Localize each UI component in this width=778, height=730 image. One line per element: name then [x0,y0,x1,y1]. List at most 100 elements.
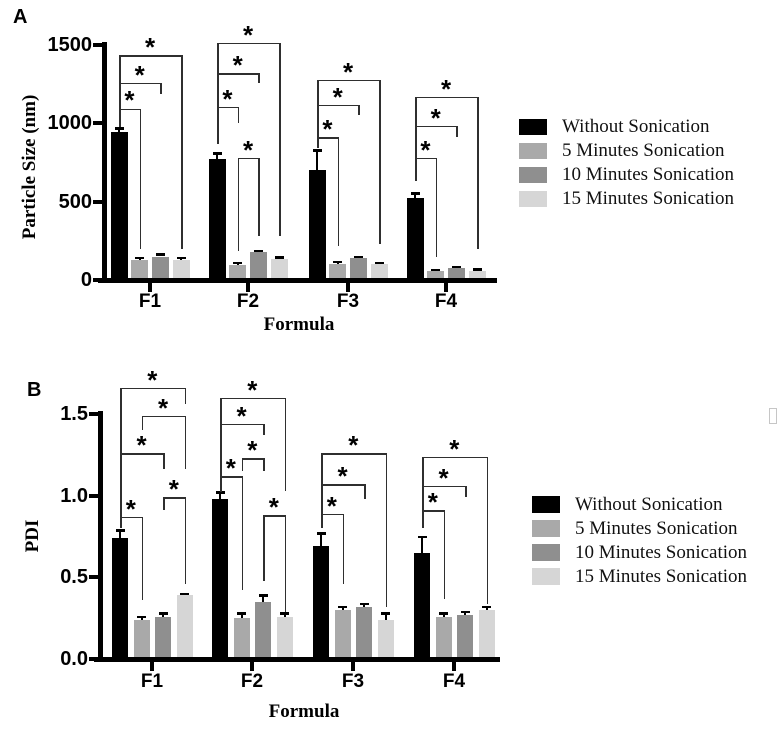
error-bar-cap [472,268,482,271]
error-bar-cap [374,261,384,265]
error-bar-cap [137,615,146,618]
sig-bracket-leg [422,456,424,529]
y-tick-label: 0.5 [60,566,88,589]
error-bar-stem [442,613,445,617]
legend-label: 10 Minutes Sonication [562,164,735,185]
significance-star: * [322,114,333,145]
bar [478,610,495,660]
x-tick-label: F4 [434,291,458,312]
sig-bracket-bar [415,96,479,99]
sig-bracket-bar [321,484,366,486]
error-bar-stem [162,613,164,617]
error-bar-cap [338,605,347,609]
sig-bracket-bar [163,497,186,499]
significance-star: * [236,400,247,431]
x-tick [150,662,154,671]
axis-x-baseline [98,278,497,283]
error-bar-stem [216,153,218,160]
error-bar-cap [451,265,461,268]
significance-star: * [247,374,258,405]
legend-swatch [532,544,560,561]
bar [406,197,424,283]
y-tick [93,121,102,126]
y-axis-title: Particle Size (nm) [19,94,40,240]
bar [229,265,247,282]
sig-bracket-leg [317,79,319,148]
bar [151,256,169,282]
sig-bracket-bar [263,515,286,517]
significance-star: * [232,50,243,81]
bar [110,132,128,283]
x-tick-label: F2 [240,671,264,692]
sig-bracket-bar [317,104,360,107]
sig-bracket-leg [435,157,438,258]
significance-star: * [348,430,359,461]
legend-swatch [519,191,547,207]
sig-bracket-leg [379,79,381,244]
screenshot-edge-artifact [769,408,777,424]
error-bar-cap [439,612,448,615]
x-tick [444,283,448,292]
x-tick-label: F1 [138,291,162,312]
x-axis-title: Formula [263,314,335,335]
sig-bracket-leg [321,453,323,529]
sig-bracket-leg [160,82,162,95]
x-axis-title: Formula [268,701,340,722]
sig-bracket-bar [415,125,458,128]
error-bar-cap [417,535,427,538]
sig-bracket-leg [184,415,187,470]
bar [377,619,394,660]
error-bar-cap [237,612,246,615]
sig-bracket-leg [241,476,244,591]
y-tick [93,43,102,47]
significance-star: * [420,134,431,165]
bar [276,616,293,660]
significance-star: * [268,492,279,523]
sig-bracket-bar [237,157,260,160]
error-bar-cap [233,261,243,265]
bar [255,601,271,660]
bar [329,264,347,282]
sig-bracket-leg [465,485,467,498]
error-bar-stem [283,613,286,617]
bar [208,159,226,282]
sig-bracket-bar [119,108,142,111]
error-bar-stem [140,616,143,620]
sig-bracket-bar [422,485,467,488]
error-bar-cap [253,249,263,252]
bar [334,610,351,660]
bar [155,616,171,660]
sig-bracket-bar [220,423,265,426]
sig-bracket-leg [337,137,340,247]
sig-bracket-leg [141,516,144,601]
error-bar-stem [219,492,221,499]
sig-bracket-leg [141,415,144,431]
significance-star: * [147,364,158,395]
sig-bracket-bar [119,55,183,57]
y-tick [89,657,98,661]
sig-bracket-bar [241,458,265,460]
sig-bracket-leg [284,515,287,612]
bar [270,258,288,282]
error-bar-cap [114,127,124,130]
error-bar-cap [316,532,326,535]
error-bar-cap [215,491,225,494]
bar [349,258,367,282]
y-tick-label: 0 [80,269,92,291]
sig-bracket-leg [358,104,360,115]
error-bar-cap [158,612,168,615]
error-bar-cap [115,529,125,532]
x-tick [452,662,456,671]
y-tick-label: 1.0 [60,484,88,507]
sig-bracket-leg [163,497,165,511]
error-bar-cap [333,260,343,263]
significance-star: * [438,462,449,493]
legend-swatch [519,167,547,183]
bar [172,259,190,282]
error-bar-stem [485,606,488,610]
significance-star: * [326,490,337,521]
significance-star: * [342,56,354,87]
significance-star: * [144,32,156,63]
sig-bracket-leg [385,453,388,607]
legend-label: 15 Minutes Sonication [562,188,735,209]
